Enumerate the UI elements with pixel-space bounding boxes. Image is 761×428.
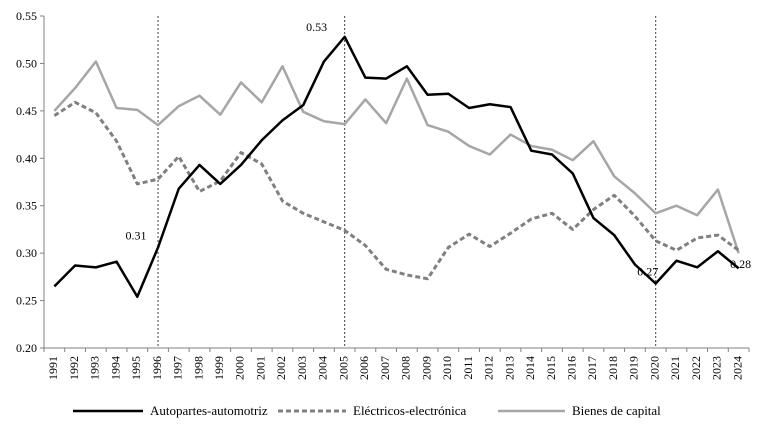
x-tick-label: 2017 xyxy=(585,356,599,380)
y-tick-label: 0.30 xyxy=(16,246,37,260)
axes-layer: 0.20 0.25 0.30 0.35 0.40 0.45 0.50 0.55 1991 1992… xyxy=(16,9,750,380)
x-tick-label: 2010 xyxy=(440,356,454,380)
data-label: 0.28 xyxy=(730,257,751,271)
x-tick-label: 2016 xyxy=(565,356,579,380)
x-tick-label: 2007 xyxy=(378,356,392,380)
x-tick-label: 2001 xyxy=(253,356,267,380)
y-tick-label: 0.25 xyxy=(16,294,37,308)
x-tick-label: 2018 xyxy=(606,356,620,380)
x-tick-label: 1998 xyxy=(191,356,205,380)
x-tick-label: 1994 xyxy=(108,356,122,380)
x-tick-label: 2015 xyxy=(544,356,558,380)
x-tick-label: 1991 xyxy=(46,356,60,380)
x-tick-label: 2024 xyxy=(730,356,744,380)
x-tick-label: 2011 xyxy=(461,356,475,380)
series-line-autopartes-automotriz xyxy=(53,35,740,299)
x-tick-label: 1999 xyxy=(212,356,226,380)
x-tick-label: 2021 xyxy=(668,356,682,380)
y-tick-label: 0.45 xyxy=(16,104,37,118)
x-tick-label: 1995 xyxy=(129,356,143,380)
y-tick-label: 0.35 xyxy=(16,199,37,213)
x-tick-label: 2013 xyxy=(502,356,516,380)
vertical-markers-layer xyxy=(157,16,657,348)
series-line-el-ctricos-electr-nica xyxy=(53,100,740,281)
x-tick-label: 2009 xyxy=(419,356,433,380)
legend-label: Eléctricos-electrónica xyxy=(353,403,467,418)
data-label: 0.53 xyxy=(306,20,327,34)
x-tick-label: 2012 xyxy=(482,356,496,380)
x-tick-label: 1992 xyxy=(67,356,81,380)
series-layer xyxy=(53,35,740,299)
x-tick-label: 2002 xyxy=(274,356,288,380)
legend-label: Bienes de capital xyxy=(572,403,661,418)
x-tick-label: 2022 xyxy=(689,356,703,380)
x-tick-label: 2003 xyxy=(295,356,309,380)
x-tick-label: 2019 xyxy=(627,356,641,380)
y-tick-label: 0.50 xyxy=(16,56,37,70)
data-label: 0.31 xyxy=(126,229,147,243)
x-tick-label: 2020 xyxy=(647,356,661,380)
series-line-bienes-de-capital xyxy=(53,60,740,254)
x-tick-label: 2023 xyxy=(710,356,724,380)
y-tick-label: 0.40 xyxy=(16,151,37,165)
data-label: 0.27 xyxy=(637,265,658,279)
legend-label: Autopartes-automotriz xyxy=(150,403,268,418)
annotations-layer: 0.31 0.53 0.27 0.28 xyxy=(126,20,752,279)
x-tick-label: 2000 xyxy=(233,356,247,380)
legend: Autopartes-automotriz Eléctricos-electrón… xyxy=(73,403,661,418)
x-tick-label: 1993 xyxy=(88,356,102,380)
x-tick-label: 1996 xyxy=(150,356,164,380)
x-tick-label: 2014 xyxy=(523,356,537,380)
x-tick-label: 2004 xyxy=(316,356,330,380)
x-tick-label: 1997 xyxy=(171,356,185,380)
x-tick-label: 2005 xyxy=(336,356,350,380)
y-tick-label: 0.55 xyxy=(16,9,37,23)
x-tick-label: 2006 xyxy=(357,356,371,380)
y-tick-label: 0.20 xyxy=(16,341,37,355)
x-tick-label: 2008 xyxy=(399,356,413,380)
